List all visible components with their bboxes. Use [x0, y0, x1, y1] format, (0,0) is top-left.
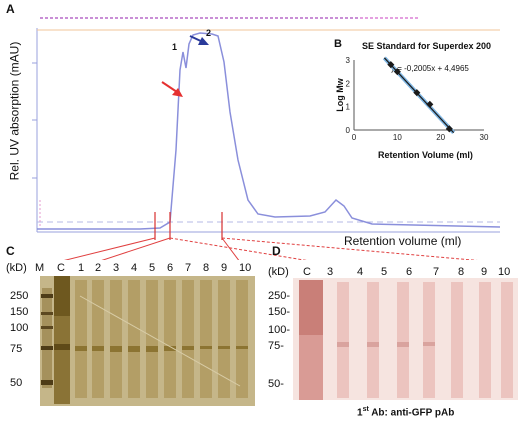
d-marker-75: 75-	[268, 340, 284, 352]
chart-trendline	[383, 57, 455, 134]
western-blot-image	[293, 278, 518, 400]
c-lane-C: C	[57, 262, 65, 274]
d-lane-5: 5	[381, 266, 388, 278]
d-marker-150: 150-	[268, 306, 291, 318]
chart-y-tick: 3	[346, 56, 351, 65]
panel-a-x-axis-label: Retention volume (ml)	[344, 234, 462, 248]
d-lane-6: 6	[406, 266, 413, 278]
peak-label-2: 2	[206, 28, 212, 38]
d-lane-3: 3	[327, 266, 334, 278]
c-marker-150: 150	[10, 306, 29, 318]
c-lane-5: 5	[149, 262, 156, 274]
d-marker-250: 250-	[268, 290, 291, 302]
chart-y-tick: 1	[346, 103, 351, 112]
c-lane-7: 7	[185, 262, 192, 274]
d-lane-7: 7	[433, 266, 440, 278]
chart-x-tick: 0	[352, 133, 357, 142]
calibration-chart: 0 10 20 30 0 1 2 3	[346, 56, 489, 142]
chart-title: SE Standard for Superdex 200	[362, 41, 492, 51]
c-lane-10: 10	[239, 262, 252, 274]
d-lane-10: 10	[498, 266, 511, 278]
panel-a-label: A	[6, 2, 15, 16]
chart-point	[426, 100, 434, 108]
panel-c-label: C	[6, 244, 15, 258]
d-lane-8: 8	[458, 266, 465, 278]
chart-x-tick: 20	[436, 133, 445, 142]
peak-label-1: 1	[172, 42, 178, 52]
c-marker-75: 75	[10, 343, 23, 355]
chart-point	[413, 89, 421, 97]
chart-x-axis-label: Retention Volume (ml)	[378, 150, 473, 160]
c-lane-8: 8	[203, 262, 210, 274]
c-marker-50: 50	[10, 377, 23, 389]
panel-a-chromatogram	[32, 17, 501, 260]
c-lane-3: 3	[113, 262, 120, 274]
d-lane-4: 4	[357, 266, 364, 278]
chart-y-tick: 2	[346, 79, 351, 88]
panel-d-caption: 1st Ab: anti-GFP pAb	[357, 406, 455, 419]
c-lane-M: M	[35, 262, 45, 274]
chart-point	[445, 125, 453, 133]
c-marker-100: 100	[10, 322, 29, 334]
d-marker-50: 50-	[268, 378, 284, 390]
c-lane-2: 2	[95, 262, 102, 274]
chart-x-tick: 10	[393, 133, 402, 142]
c-lane-4: 4	[131, 262, 138, 274]
c-lane-6: 6	[167, 262, 174, 274]
panel-a-y-axis-label: Rel. UV absorption (mAU)	[7, 41, 22, 181]
c-marker-250: 250	[10, 290, 29, 302]
chart-x-tick: 30	[480, 133, 489, 142]
chart-y-tick: 0	[346, 126, 351, 135]
panel-d-label: D	[272, 244, 281, 258]
trendline-equation: y = -0,2005x + 4,4965	[391, 64, 469, 73]
d-marker-100: 100-	[268, 324, 291, 336]
uv-trace	[37, 32, 501, 230]
d-lane-9: 9	[481, 266, 488, 278]
d-lane-C: C	[303, 266, 311, 278]
c-lane-1: 1	[78, 262, 85, 274]
silver-gel-image	[40, 276, 255, 406]
c-lane-9: 9	[221, 262, 228, 274]
panel-c-kd-label: (kD)	[6, 262, 27, 274]
panel-d-kd-label: (kD)	[268, 266, 289, 278]
panel-b-label: B	[334, 38, 342, 50]
